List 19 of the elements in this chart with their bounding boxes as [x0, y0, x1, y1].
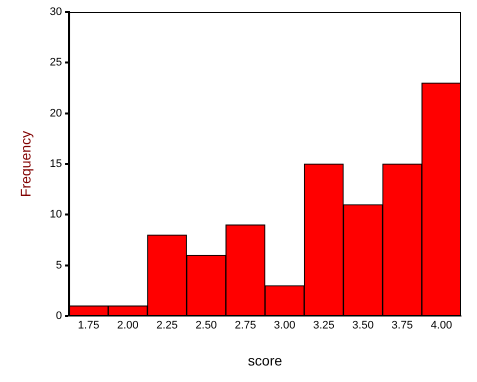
- x-tick-label: 3.75: [391, 320, 413, 332]
- x-tick-label: 3.25: [313, 320, 335, 332]
- x-tick-label: 2.25: [156, 320, 178, 332]
- y-tick-label: 5: [56, 259, 62, 272]
- x-tick-label: 2.75: [234, 320, 256, 332]
- y-tick-label: 0: [56, 310, 62, 322]
- x-tick-label: 2.50: [196, 320, 217, 332]
- x-tick-label: 3.50: [352, 320, 374, 332]
- y-tick-label: 20: [50, 107, 62, 120]
- x-tick-label: 1.75: [78, 320, 100, 332]
- x-tick-label: 2.00: [117, 320, 139, 332]
- x-axis-title: score: [248, 352, 282, 368]
- y-tick-label: 10: [50, 208, 62, 221]
- y-tick-label: 15: [50, 158, 62, 170]
- x-tick-label: 4.00: [430, 320, 452, 332]
- x-tick-label: 3.00: [274, 320, 296, 332]
- y-tick-label: 25: [50, 56, 62, 69]
- y-tick-label: 30: [50, 6, 62, 18]
- y-axis-title: Frequency: [17, 130, 34, 198]
